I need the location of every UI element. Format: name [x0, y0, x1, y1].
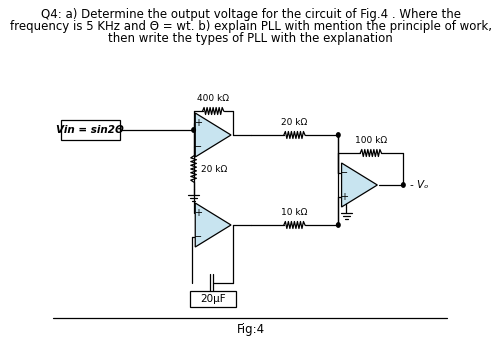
Text: Fig:4: Fig:4 [236, 323, 265, 336]
Text: −: − [193, 232, 202, 242]
Text: frequency is 5 KHz and Θ = wt. b) explain PLL with mention the principle of work: frequency is 5 KHz and Θ = wt. b) explai… [10, 20, 491, 33]
Text: Q4: a) Determine the output voltage for the circuit of Fig.4 . Where the: Q4: a) Determine the output voltage for … [41, 8, 460, 21]
Text: - Vₒ: - Vₒ [410, 180, 428, 190]
Text: −: − [340, 168, 348, 178]
Text: −: − [193, 142, 202, 152]
Text: 400 kΩ: 400 kΩ [197, 94, 229, 103]
FancyBboxPatch shape [61, 120, 120, 140]
Circle shape [402, 183, 405, 187]
Text: 20 kΩ: 20 kΩ [281, 118, 308, 127]
Circle shape [192, 128, 195, 132]
Text: +: + [194, 118, 202, 128]
Circle shape [337, 133, 340, 137]
Text: 100 kΩ: 100 kΩ [355, 136, 387, 145]
Text: 10 kΩ: 10 kΩ [281, 208, 308, 217]
Text: +: + [340, 192, 348, 202]
Polygon shape [342, 163, 377, 207]
Text: +: + [194, 208, 202, 218]
FancyBboxPatch shape [190, 291, 236, 307]
Polygon shape [195, 203, 231, 247]
Polygon shape [195, 113, 231, 157]
Circle shape [337, 223, 340, 227]
Text: 20μF: 20μF [200, 294, 226, 304]
Text: then write the types of PLL with the explanation: then write the types of PLL with the exp… [108, 32, 393, 45]
Text: 20 kΩ: 20 kΩ [201, 164, 227, 174]
Text: Vin = sin2Θ: Vin = sin2Θ [57, 125, 124, 135]
